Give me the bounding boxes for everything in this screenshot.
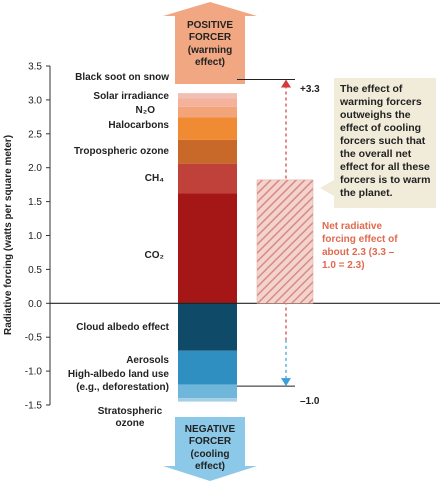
label-n2o: N₂O: [136, 105, 156, 116]
bar-segment-co2: [178, 193, 237, 304]
y-tick-label: 1.5: [28, 197, 42, 208]
bar-segment-black-soot-on-snow: [178, 93, 237, 99]
label-tropospheric-ozone: Tropospheric ozone: [74, 146, 169, 157]
label-stratospheric-line2: ozone: [116, 418, 145, 429]
forcer-labels: Black soot on snow Solar irradiance N₂O …: [68, 72, 170, 429]
y-axis-title: Radiative forcing (watts per square mete…: [3, 135, 14, 335]
label-co2: CO₂: [145, 250, 164, 261]
y-tick-label: 3.0: [28, 95, 42, 106]
net-note-line: forcing effect of: [322, 234, 398, 245]
net-note-line: about 2.3 (3.3 –: [322, 247, 395, 258]
negative-forcer-line3: (cooling: [191, 449, 230, 460]
y-tick-label: 0.5: [28, 265, 42, 276]
net-note-line: Net radiative: [322, 221, 382, 232]
positive-forcer-arrow: POSITIVE FORCER (warming effect): [163, 2, 257, 84]
y-tick-label: -1.5: [25, 401, 43, 412]
label-halocarbons: Halocarbons: [108, 120, 169, 131]
negative-forcer-arrow: NEGATIVE FORCER (cooling effect): [163, 417, 257, 481]
bar-segment-halocarbons: [178, 117, 237, 140]
label-cloud-albedo: Cloud albedo effect: [76, 322, 169, 333]
bar-segment-solar-irradiance: [178, 98, 237, 107]
negative-forcer-line2: FORCER: [189, 436, 232, 447]
y-tick-label: -1.0: [25, 367, 43, 378]
bar-segment-ch4: [178, 163, 237, 194]
label-solar-irradiance: Solar irradiance: [93, 91, 169, 102]
negative-span-arrowhead: [281, 378, 291, 387]
net-note-line: 1.0 = 2.3): [322, 260, 365, 271]
positive-forcer-line1: POSITIVE: [187, 20, 233, 31]
negative-forcer-line1: NEGATIVE: [185, 424, 236, 435]
y-tick-label: 2.0: [28, 163, 42, 174]
y-tick-label: -0.5: [25, 333, 43, 344]
bar-segment-cloud-albedo-effect: [178, 303, 237, 351]
label-aerosols: Aerosols: [126, 355, 169, 366]
label-ch4: CH₄: [145, 173, 164, 184]
bar-segment-high-albedo-land-use: [178, 384, 237, 399]
label-stratospheric-line1: Stratospheric: [98, 406, 163, 417]
bar-segment-stratospheric-ozone: [178, 398, 237, 402]
bar-segment-tropospheric-ozone: [178, 139, 237, 164]
callout-line: The effect of: [340, 83, 403, 95]
positive-forcer-line3: (warming: [188, 45, 232, 56]
bar-segment-n2o: [178, 106, 237, 118]
callout-line: outweighs the: [340, 109, 411, 121]
positive-forcer-line2: FORCER: [189, 32, 232, 43]
net-forcing-note: Net radiative forcing effect of about 2.3 …: [322, 221, 398, 271]
y-tick-label: 0.0: [28, 299, 42, 310]
y-tick-label: 2.5: [28, 129, 42, 140]
net-forcing-bar: [256, 179, 314, 304]
total-positive-value: +3.3: [300, 84, 320, 95]
y-tick-label: 3.5: [28, 62, 42, 73]
total-negative-value: –1.0: [300, 396, 320, 407]
callout-line: forcers is to warm: [340, 174, 430, 186]
y-axis-ticks: 3.5 3.0 2.5 2.0 1.5 1.0 0.5 0.0 -0.5 -1.0 -1.5: [25, 62, 50, 412]
label-land-use-line2: (e.g., deforestation): [76, 382, 169, 393]
callout-line: effect of cooling: [340, 122, 421, 134]
label-black-soot: Black soot on snow: [75, 72, 169, 83]
callout-line: warming forcers: [339, 96, 422, 108]
stacked-bars: [178, 93, 237, 402]
positive-span-arrowhead: [281, 79, 291, 88]
positive-forcer-line4: effect): [195, 57, 225, 68]
callout-line: the planet.: [340, 187, 393, 199]
bar-segment-aerosols: [178, 350, 237, 385]
label-land-use-line1: High-albedo land use: [68, 369, 170, 380]
negative-forcer-line4: effect): [195, 461, 225, 472]
callout-line: forcers such that: [340, 135, 426, 147]
callout-line: the overall net: [340, 148, 412, 160]
y-tick-label: 1.0: [28, 231, 42, 242]
callout-line: effect for all these: [340, 161, 430, 173]
